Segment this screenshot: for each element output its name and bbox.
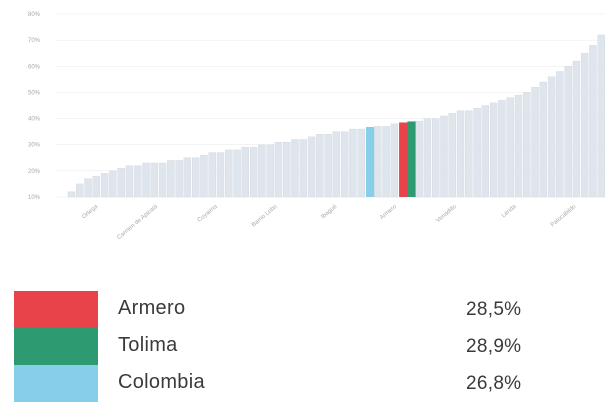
y-tick-label: 40% xyxy=(28,117,41,123)
y-tick-label: 80% xyxy=(28,12,41,18)
bar xyxy=(84,178,92,198)
bar xyxy=(432,118,440,198)
bar xyxy=(274,141,283,198)
bar xyxy=(456,110,465,198)
bar xyxy=(357,128,365,198)
bar xyxy=(183,157,192,198)
x-tick-label: Coyaima xyxy=(197,204,220,224)
y-axis-tick-labels: 10% 20% 30% 40% 50% 60% 70% 80% xyxy=(28,12,41,201)
legend-label-colombia: Colombia xyxy=(118,371,205,393)
bar xyxy=(291,139,299,198)
bar xyxy=(100,173,109,198)
bar xyxy=(134,165,142,198)
bar xyxy=(150,162,158,198)
bar xyxy=(109,170,117,198)
bar xyxy=(564,66,572,198)
bar xyxy=(233,149,241,198)
x-tick-label: Ortega xyxy=(81,204,99,221)
bar xyxy=(307,136,316,198)
legend-value-tolima: 28,9% xyxy=(466,336,522,357)
bar xyxy=(465,110,473,198)
y-tick-label: 60% xyxy=(28,64,41,70)
bar-colombia xyxy=(365,126,376,197)
legend-label-armero: Armero xyxy=(118,297,186,319)
bars xyxy=(67,34,605,198)
bar xyxy=(473,107,481,198)
bar xyxy=(332,131,341,198)
bar xyxy=(572,60,581,198)
bar xyxy=(448,113,456,198)
bar xyxy=(390,123,398,198)
y-tick-label: 10% xyxy=(28,195,41,201)
legend: Armero 28,5% Tolima 28,9% Colombia 26,8% xyxy=(14,291,574,402)
bar xyxy=(216,152,225,198)
legend-swatch-armero xyxy=(14,291,98,328)
bar-chart: 10% 20% 30% 40% 50% 60% 70% 80% Ortega Carmen de… xyxy=(28,12,606,242)
bar xyxy=(349,128,357,198)
bar xyxy=(531,87,539,198)
legend-swatch-tolima xyxy=(14,328,98,365)
bar xyxy=(258,144,266,198)
bar xyxy=(440,115,448,198)
bar xyxy=(523,92,531,198)
bar xyxy=(498,100,506,198)
bar xyxy=(125,165,134,198)
bar xyxy=(266,144,274,198)
x-tick-label: Ibagué xyxy=(320,204,338,221)
bar xyxy=(316,134,324,198)
bar xyxy=(200,155,208,198)
bar xyxy=(382,126,390,198)
y-tick-label: 50% xyxy=(28,90,41,96)
bar xyxy=(76,183,84,198)
legend-row-armero: Armero 28,5% xyxy=(14,291,574,328)
y-tick-label: 30% xyxy=(28,143,41,149)
bar xyxy=(539,81,547,198)
bar xyxy=(514,94,523,198)
bar xyxy=(241,147,250,198)
legend-value-armero: 28,5% xyxy=(466,299,522,320)
bar xyxy=(481,105,490,198)
x-tick-label: Barrio Lobo xyxy=(251,204,279,229)
x-tick-label: Carmen de Apicalá xyxy=(116,204,159,242)
bar xyxy=(67,191,76,198)
legend-value-colombia: 26,8% xyxy=(466,373,522,394)
bar xyxy=(92,175,101,198)
y-tick-label: 20% xyxy=(28,169,41,175)
bar xyxy=(556,71,564,198)
bar xyxy=(547,76,556,198)
bar xyxy=(340,131,349,198)
bar xyxy=(117,168,125,198)
bar xyxy=(249,147,258,198)
bar xyxy=(142,162,150,198)
bar xyxy=(415,121,423,198)
bar xyxy=(374,126,382,198)
legend-row-colombia: Colombia 26,8% xyxy=(14,365,574,402)
bar xyxy=(506,97,514,198)
bar xyxy=(589,45,597,198)
x-tick-label: Venadillo xyxy=(435,204,458,225)
legend-label-tolima: Tolima xyxy=(118,334,178,356)
bar xyxy=(167,160,175,198)
bar xyxy=(597,34,605,198)
x-tick-label: Palocabildo xyxy=(550,204,578,229)
x-tick-label: Armero xyxy=(379,204,398,222)
bar xyxy=(324,134,332,198)
bar xyxy=(581,53,589,198)
y-tick-label: 70% xyxy=(28,38,41,44)
bar xyxy=(283,141,291,198)
bar xyxy=(225,149,233,198)
bar xyxy=(208,152,216,198)
bar xyxy=(158,162,167,198)
x-axis-tick-labels: Ortega Carmen de Apicalá Coyaima Barrio Lob… xyxy=(81,204,578,242)
legend-swatch-colombia xyxy=(14,365,98,402)
legend-row-tolima: Tolima 28,9% xyxy=(14,328,574,365)
bar xyxy=(489,102,498,198)
bar xyxy=(299,139,307,198)
bar-tolima xyxy=(407,121,418,197)
bar xyxy=(423,118,432,198)
bar xyxy=(175,160,183,198)
x-tick-label: Lérida xyxy=(501,204,518,220)
bar-armero xyxy=(399,122,410,197)
bar xyxy=(192,157,200,198)
